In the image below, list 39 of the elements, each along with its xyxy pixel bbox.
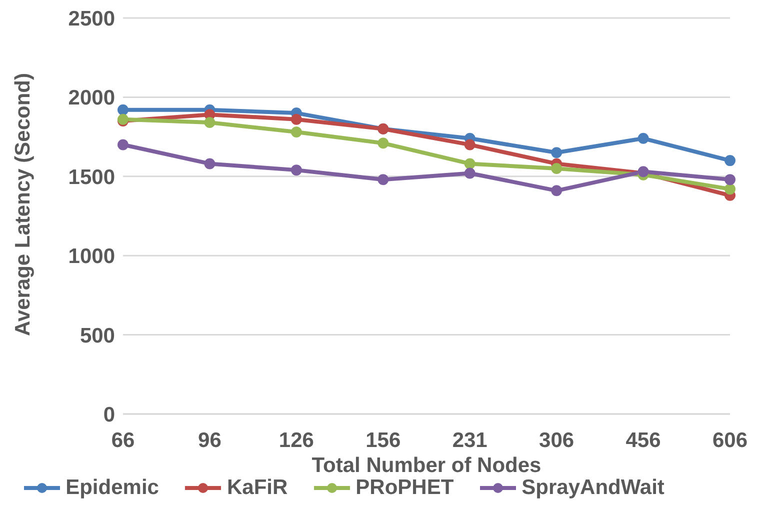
y-tick-label: 0	[103, 403, 115, 426]
point	[378, 138, 389, 149]
point	[290, 164, 302, 176]
y-tick-label: 1500	[68, 166, 115, 189]
x-tick-label: 231	[452, 428, 488, 452]
x-tick-label: 156	[366, 428, 401, 452]
legend-label: PRoPHET	[356, 476, 454, 500]
point	[464, 158, 476, 170]
y-tick-label: 500	[80, 324, 115, 348]
x-tick-label: 306	[539, 428, 574, 452]
y-tick-label: 2000	[68, 86, 115, 110]
point	[724, 155, 736, 166]
x-tick-label: 606	[712, 428, 748, 452]
point	[290, 114, 302, 125]
x-tick-label: 126	[278, 428, 314, 452]
point	[118, 139, 128, 150]
x-axis-title: Total Number of Nodes	[312, 454, 542, 477]
point	[638, 132, 649, 144]
y-tick-label: 2500	[68, 7, 115, 30]
y-tick-label: 1000	[68, 245, 115, 268]
point	[378, 174, 389, 186]
point	[551, 147, 562, 158]
y-axis-title: Average Latency (Second)	[11, 73, 34, 336]
point	[724, 174, 736, 186]
x-tick-label: 456	[626, 428, 661, 452]
point	[118, 104, 128, 116]
point	[204, 158, 216, 170]
x-tick-label: 66	[111, 428, 135, 452]
point	[290, 126, 302, 138]
point	[464, 168, 476, 179]
point	[204, 117, 216, 128]
point	[551, 162, 562, 174]
legend-label: SprayAndWait	[522, 476, 664, 500]
point	[724, 184, 736, 195]
legend-label: Epidemic	[66, 476, 159, 500]
point	[464, 139, 476, 150]
point	[551, 185, 562, 196]
legend-label: KaFiR	[226, 476, 288, 500]
x-tick-label: 96	[198, 428, 222, 452]
